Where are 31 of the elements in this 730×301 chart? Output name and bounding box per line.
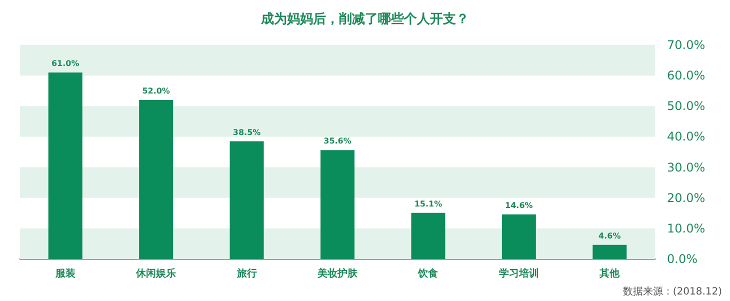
x-tick-label: 美妆护肤 [316, 268, 358, 280]
y-tick-label: 60.0% [667, 68, 706, 83]
x-tick-label: 饮食 [417, 268, 438, 280]
y-tick-label: 30.0% [667, 160, 706, 174]
data-label: 15.1% [414, 199, 442, 208]
x-tick-label: 学习培训 [498, 268, 539, 280]
data-label: 38.5% [232, 128, 261, 137]
y-tick-label: 70.0% [667, 38, 706, 52]
y-tick-label: 0.0% [667, 252, 698, 266]
y-tick-label: 10.0% [667, 221, 706, 236]
data-label: 14.6% [505, 200, 533, 210]
bar [139, 100, 174, 259]
data-label: 35.6% [324, 136, 352, 146]
bar [48, 72, 82, 259]
bar [411, 212, 446, 259]
bar [320, 150, 354, 259]
bar [230, 141, 264, 259]
x-tick-label: 休闲娱乐 [135, 268, 176, 280]
chart-title: 成为妈妈后，削减了哪些个人开支？ [260, 11, 469, 27]
data-label: 4.6% [598, 231, 621, 240]
bar [592, 244, 627, 259]
y-tick-label: 50.0% [667, 99, 706, 114]
data-label: 52.0% [142, 86, 170, 96]
y-tick-label: 20.0% [667, 190, 706, 205]
bar [502, 214, 536, 259]
data-label: 61.0% [51, 59, 80, 68]
x-tick-label: 其他 [598, 268, 621, 280]
x-tick-label: 服装 [54, 268, 76, 280]
x-tick-label: 旅行 [236, 268, 257, 280]
y-tick-label: 40.0% [667, 130, 706, 144]
source-note: 数据来源：(2018.12) [622, 286, 722, 298]
